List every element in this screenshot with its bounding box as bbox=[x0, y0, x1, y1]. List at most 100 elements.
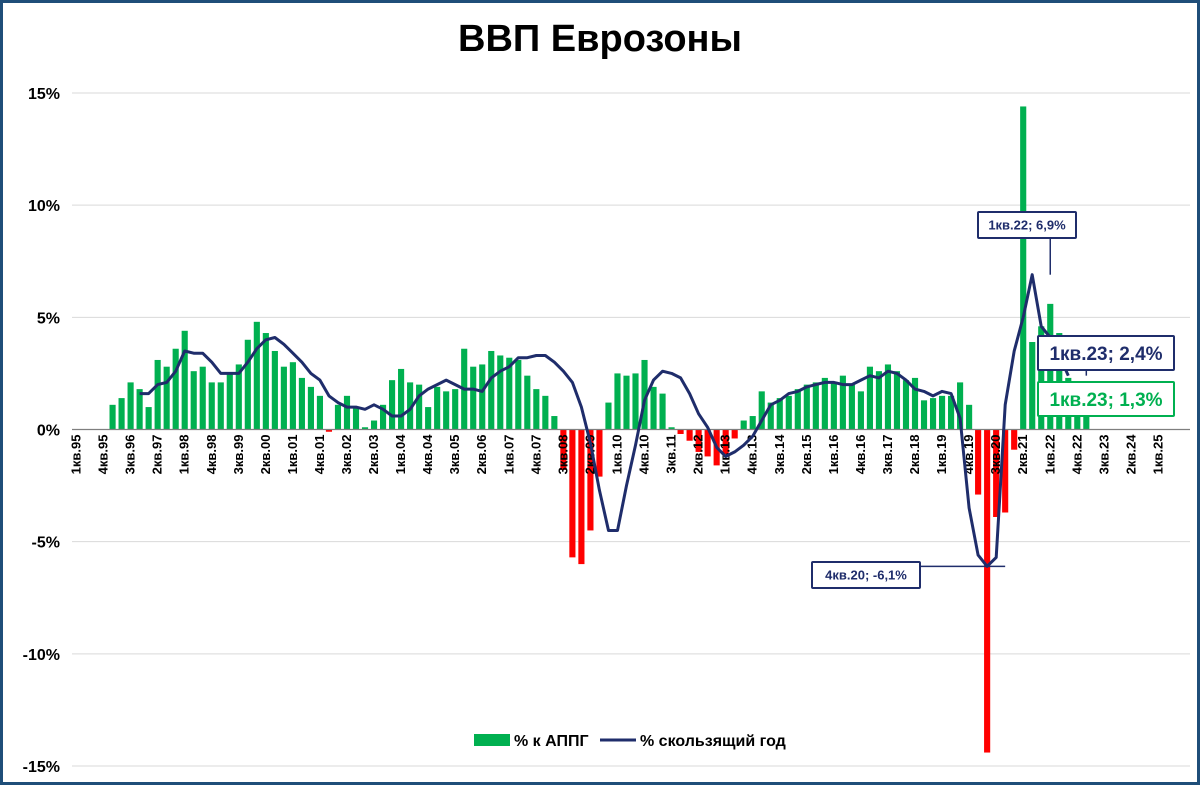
callouts: 4кв.20; -6,1% 1кв.22; 6,9% 1кв.23; 2,4% 1кв… bbox=[811, 211, 1175, 589]
bar bbox=[560, 429, 567, 470]
bar bbox=[920, 400, 928, 430]
x-tick-label: 2кв.00 bbox=[258, 435, 273, 475]
bar bbox=[506, 357, 513, 430]
bar bbox=[434, 386, 441, 430]
bar bbox=[307, 386, 314, 430]
bar bbox=[758, 391, 765, 430]
bar bbox=[479, 364, 486, 430]
bar bbox=[614, 373, 621, 430]
bar bbox=[884, 364, 892, 430]
bar bbox=[686, 429, 693, 441]
bar bbox=[334, 404, 342, 430]
bar bbox=[794, 389, 801, 430]
y-tick-label: -15% bbox=[23, 759, 60, 776]
line-series bbox=[139, 273, 1070, 568]
x-tick-label: 3кв.08 bbox=[555, 435, 570, 475]
bar bbox=[515, 359, 522, 430]
y-tick-label: -10% bbox=[23, 647, 60, 664]
x-axis-labels: 1кв.95 4кв.95 3кв.96 2кв.97 1кв.98 4кв.98 3кв.… bbox=[69, 434, 1166, 475]
x-tick-label: 1кв.07 bbox=[501, 435, 516, 475]
callout-label: 1кв.23; 1,3% bbox=[1049, 390, 1162, 411]
x-tick-label: 4кв.07 bbox=[528, 435, 543, 475]
bar bbox=[948, 395, 955, 430]
bar bbox=[1020, 106, 1027, 430]
y-tick-label: 10% bbox=[28, 198, 60, 215]
bar bbox=[975, 429, 982, 495]
bar bbox=[289, 362, 296, 430]
x-tick-label: 2кв.97 bbox=[150, 435, 165, 475]
bar bbox=[821, 377, 828, 430]
bar bbox=[695, 429, 702, 452]
bar bbox=[118, 398, 125, 430]
x-tick-label: 1кв.01 bbox=[285, 435, 300, 475]
bar bbox=[893, 371, 901, 430]
bar bbox=[316, 395, 324, 430]
bar bbox=[731, 429, 738, 439]
bar bbox=[848, 384, 855, 430]
bar bbox=[993, 429, 1000, 517]
bar bbox=[902, 380, 910, 430]
bar bbox=[217, 382, 224, 430]
x-tick-label: 1кв.95 bbox=[69, 435, 84, 475]
bar bbox=[650, 386, 657, 430]
y-tick-label: -5% bbox=[32, 535, 60, 552]
bar bbox=[253, 321, 260, 430]
bar bbox=[596, 429, 603, 477]
x-tick-label: 3кв.14 bbox=[772, 434, 787, 475]
x-tick-label: 3кв.02 bbox=[339, 435, 354, 475]
bar bbox=[262, 333, 269, 430]
bar bbox=[379, 404, 387, 430]
y-tick-label: 15% bbox=[28, 86, 60, 103]
y-axis-labels: -15% -10% -5% 0% 5% 10% 15% bbox=[23, 86, 60, 776]
bar bbox=[785, 395, 792, 430]
x-tick-label: 4кв.10 bbox=[637, 435, 652, 475]
bar bbox=[776, 398, 783, 430]
x-tick-label: 1кв.22 bbox=[1042, 435, 1057, 475]
bar bbox=[957, 382, 964, 430]
bar bbox=[190, 371, 197, 430]
bar bbox=[1038, 326, 1045, 430]
bar bbox=[398, 368, 405, 430]
x-tick-label: 2кв.03 bbox=[366, 435, 381, 475]
bar bbox=[145, 407, 152, 430]
bar bbox=[866, 366, 873, 430]
bar bbox=[857, 391, 864, 430]
x-tick-label: 2кв.15 bbox=[799, 435, 814, 475]
y-tick-label: 5% bbox=[37, 310, 60, 327]
legend-label-bar: % к АППГ bbox=[514, 733, 589, 750]
bar bbox=[542, 395, 549, 430]
bar bbox=[929, 398, 937, 430]
bar bbox=[497, 355, 504, 430]
bar bbox=[1029, 342, 1036, 430]
y-tick-label: 0% bbox=[37, 423, 60, 440]
x-tick-label: 1кв.98 bbox=[177, 435, 192, 475]
x-tick-label: 1кв.19 bbox=[934, 435, 949, 475]
bar bbox=[226, 373, 233, 430]
bar bbox=[443, 391, 450, 430]
x-tick-label: 3кв.20 bbox=[988, 435, 1003, 475]
x-tick-label: 3кв.23 bbox=[1096, 435, 1111, 475]
callout-label: 1кв.23; 2,4% bbox=[1049, 344, 1162, 365]
bar bbox=[803, 384, 810, 430]
bar bbox=[343, 395, 351, 430]
x-tick-label: 4кв.95 bbox=[96, 435, 111, 475]
x-tick-label: 3кв.11 bbox=[664, 435, 679, 474]
data-callout: 1кв.23; 1,3% bbox=[1037, 381, 1175, 417]
bar bbox=[632, 373, 639, 430]
x-tick-label: 2кв.06 bbox=[474, 435, 489, 475]
legend-swatch-bar bbox=[474, 734, 510, 746]
bar bbox=[938, 395, 946, 430]
bar bbox=[199, 366, 206, 430]
x-tick-label: 3кв.17 bbox=[880, 435, 895, 475]
x-tick-label: 1кв.25 bbox=[1150, 435, 1165, 475]
x-tick-label: 2кв.12 bbox=[691, 435, 706, 475]
x-tick-label: 2кв.18 bbox=[907, 435, 922, 475]
bar bbox=[407, 382, 414, 430]
legend: % к АППГ % скользящий год bbox=[474, 733, 786, 750]
bar bbox=[812, 382, 819, 430]
bar bbox=[641, 359, 648, 430]
bar bbox=[1011, 429, 1018, 450]
x-tick-label: 3кв.05 bbox=[447, 435, 462, 475]
bar bbox=[749, 416, 756, 430]
bar bbox=[370, 420, 378, 430]
